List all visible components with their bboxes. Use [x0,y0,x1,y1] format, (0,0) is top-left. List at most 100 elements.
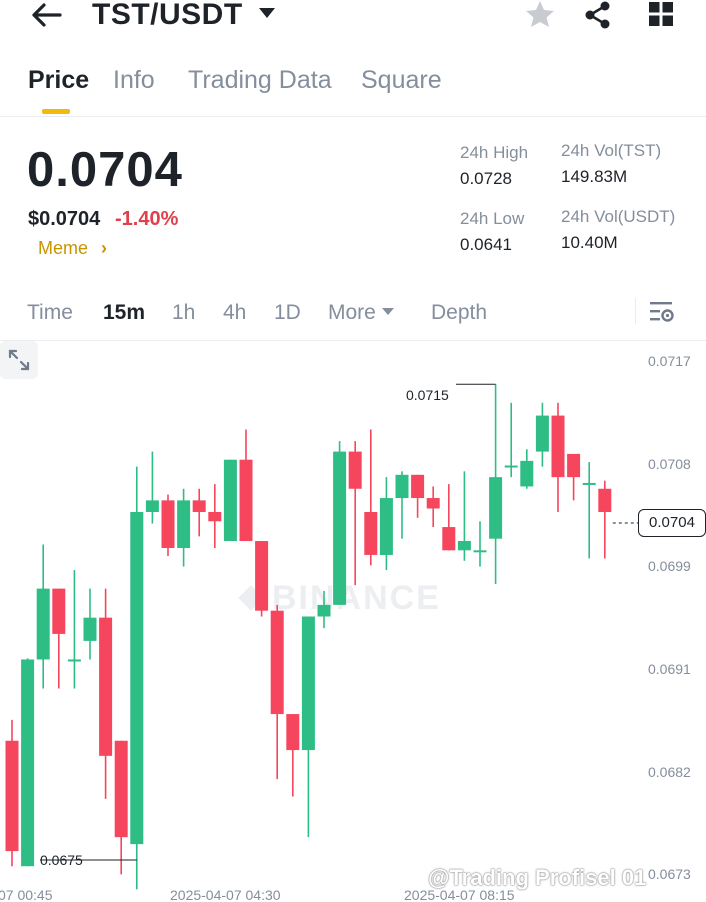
candle-body [83,617,97,641]
candle [504,402,518,478]
tab-trading-data[interactable]: Trading Data [188,66,332,94]
candle-body [52,588,66,634]
candle-body [301,616,315,751]
creator-credit-watermark: @Trading Profisel 01 [428,865,647,890]
candle [67,570,81,689]
candle-body [5,740,19,852]
candle-body [411,474,425,499]
candle-body [223,459,237,542]
stat-label-low: 24h Low [460,209,525,228]
candle [520,449,534,489]
x-tick-label: 2025-04-07 04:30 [170,887,281,902]
candle-body [192,500,206,512]
candle [255,541,269,617]
candle [270,604,284,780]
candlestick-chart[interactable]: BINANCE 0.0717 0.0708 0.0699 0.0691 0.06… [0,341,706,902]
share-icon[interactable] [584,1,612,29]
interval-more-label: More [328,301,376,324]
low-annotation: 0.0675 [40,852,83,868]
candle [379,477,393,571]
candle-body [395,474,409,499]
watermark-text: BINANCE [272,579,441,617]
candle-body [457,541,471,551]
tab-depth[interactable]: Depth [431,301,488,324]
candle [145,451,159,524]
candle [130,466,144,890]
interval-1h[interactable]: 1h [172,301,196,324]
candle-body [582,482,596,485]
stat-label-vol-base: 24h Vol(TST) [561,141,662,160]
tab-bar: Price Info Trading Data Square [0,66,706,114]
stat-label-vol-quote: 24h Vol(USDT) [561,207,676,226]
top-bar: TST/USDT [0,0,706,34]
active-tab-indicator [42,109,70,114]
interval-separator [635,298,636,324]
candle [99,588,113,799]
candle [161,494,175,557]
interval-15m[interactable]: 15m [103,301,146,324]
candle-body [442,527,456,551]
candle [364,429,378,566]
star-icon[interactable] [525,0,555,28]
candle [52,588,66,689]
stat-value-vol-base: 149.83M [561,167,628,186]
pair-title[interactable]: TST/USDT [92,0,243,31]
y-tick-label: 0.0717 [648,353,691,369]
chevron-right-icon: › [101,238,108,258]
interval-time[interactable]: Time [27,301,73,324]
meme-tag-link[interactable]: Meme › [38,238,107,259]
y-tick-label: 0.0699 [648,558,691,574]
grid-icon[interactable] [649,2,673,26]
last-price: 0.0704 [27,143,183,197]
candle [457,471,471,561]
candle [395,471,409,539]
candle-body [21,659,35,867]
candle [317,590,331,629]
chart-settings-icon[interactable] [649,300,675,324]
candle [567,453,581,501]
interval-1d[interactable]: 1D [274,301,301,324]
y-tick-label: 0.0673 [648,866,691,882]
candle [348,441,362,586]
interval-4h[interactable]: 4h [223,301,247,324]
back-arrow-icon[interactable] [30,2,62,28]
tab-info[interactable]: Info [113,66,155,94]
tab-divider [0,116,706,117]
caret-down-icon[interactable] [258,6,276,20]
stat-value-high: 0.0728 [460,169,512,188]
candle [442,484,456,551]
chart-top-divider [0,340,706,341]
candle [489,384,503,584]
candle [286,714,300,797]
tab-square[interactable]: Square [361,66,442,94]
candle-body [489,477,503,539]
candle [473,521,487,567]
candle-body [520,460,534,487]
candle [535,402,549,467]
candle [114,740,128,875]
current-price-label: 0.0704 [638,509,706,537]
candle [223,459,237,542]
usd-price: $0.0704 [28,208,101,230]
expand-icon[interactable] [0,341,38,379]
candle-body [270,610,284,715]
candle-body [114,740,128,838]
price-change-percent: -1.40% [115,208,179,230]
candle-body [286,714,300,751]
high-annotation: 0.0715 [406,387,449,403]
candle-body [67,659,81,662]
candle-body [535,415,549,452]
candle-body [255,541,269,611]
candle-body [473,550,487,553]
x-tick-label: 07 00:45 [0,887,53,902]
candle-body [99,617,113,756]
tab-price[interactable]: Price [28,66,90,94]
candle [192,488,206,537]
candle-body [504,465,518,468]
candle-body [364,511,378,555]
stat-value-vol-quote: 10.40M [561,233,618,252]
candle-body [379,498,393,555]
candle-body [145,500,159,512]
y-tick-label: 0.0682 [648,764,691,780]
interval-more[interactable]: More [328,301,394,325]
